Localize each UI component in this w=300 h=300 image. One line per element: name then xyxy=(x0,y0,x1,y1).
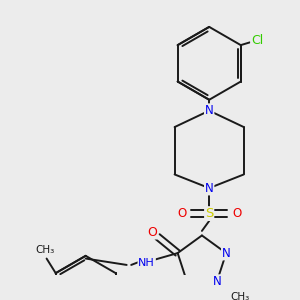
Text: N: N xyxy=(212,275,221,288)
Text: Cl: Cl xyxy=(251,34,263,47)
Text: O: O xyxy=(147,226,157,238)
Text: CH₃: CH₃ xyxy=(230,292,249,300)
Text: S: S xyxy=(205,207,213,220)
Text: NH: NH xyxy=(138,258,155,268)
Text: N: N xyxy=(222,247,230,260)
Text: N: N xyxy=(205,104,214,117)
Text: CH₃: CH₃ xyxy=(35,245,54,255)
Text: O: O xyxy=(177,207,187,220)
Text: N: N xyxy=(205,182,214,195)
Text: O: O xyxy=(232,207,241,220)
